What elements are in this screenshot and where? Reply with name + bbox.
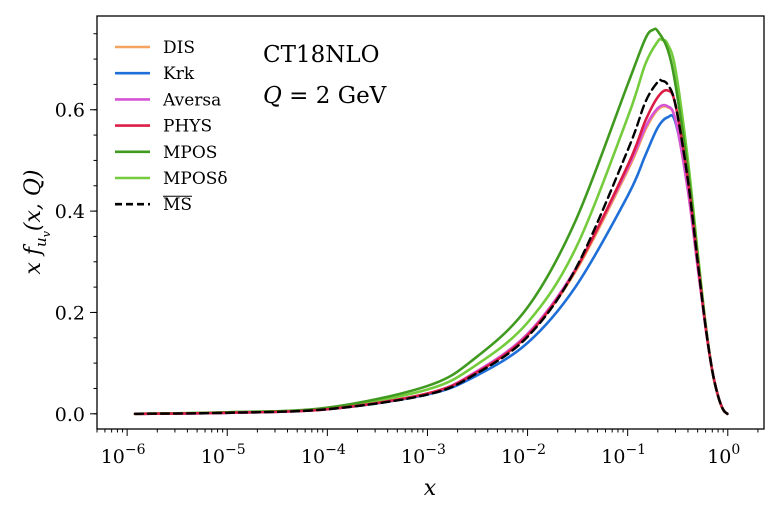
x-tick-label: 10−2 xyxy=(501,442,546,468)
pdf-set-annotation: CT18NLO xyxy=(263,42,379,68)
series-line-6 xyxy=(133,37,729,416)
svg-text:x: x xyxy=(424,476,437,501)
x-tick-label: 10−5 xyxy=(201,442,246,468)
series-line-7 xyxy=(133,78,729,415)
legend-label: PHYS xyxy=(163,117,212,137)
x-axis-label: x xyxy=(424,476,437,501)
legend-label: MPOS xyxy=(163,143,217,163)
x-tick-label: 10−4 xyxy=(301,442,346,468)
x-tick-label: 10−6 xyxy=(101,442,146,468)
series-lines xyxy=(133,27,729,416)
y-tick-label: 0.2 xyxy=(55,302,85,324)
scale-annotation: Q = 2 GeV xyxy=(263,83,387,109)
series-line-3 xyxy=(133,103,729,416)
series-line-2 xyxy=(133,114,729,416)
legend-label: Aversa xyxy=(162,90,221,110)
series-line-4 xyxy=(133,88,729,416)
svg-text:x fuv(x, Q): x fuv(x, Q) xyxy=(21,169,53,274)
legend-label: DIS xyxy=(163,38,195,58)
x-tick-label: 10−1 xyxy=(601,442,646,468)
axis-ticks: 10−6 10−5 10−4 10−3 10−2 10−1 100 0.0 0.2 0.4 0.6 xyxy=(55,33,759,468)
x-tick-label: 10−3 xyxy=(401,442,446,468)
legend: DIS Krk Aversa PHYS MPOS MPOSδ MS xyxy=(115,38,228,215)
y-axis-label: x fuv(x, Q) xyxy=(21,169,53,274)
legend-label: MPOSδ xyxy=(163,169,228,189)
y-tick-label: 0.4 xyxy=(55,201,85,223)
legend-label: MS xyxy=(163,195,192,215)
x-tick-label: 100 xyxy=(707,442,740,468)
series-line-1 xyxy=(133,104,729,416)
legend-label: Krk xyxy=(163,64,195,84)
y-tick-label: 0.0 xyxy=(55,404,85,426)
plot-frame xyxy=(96,15,765,430)
y-tick-label: 0.6 xyxy=(55,100,85,122)
